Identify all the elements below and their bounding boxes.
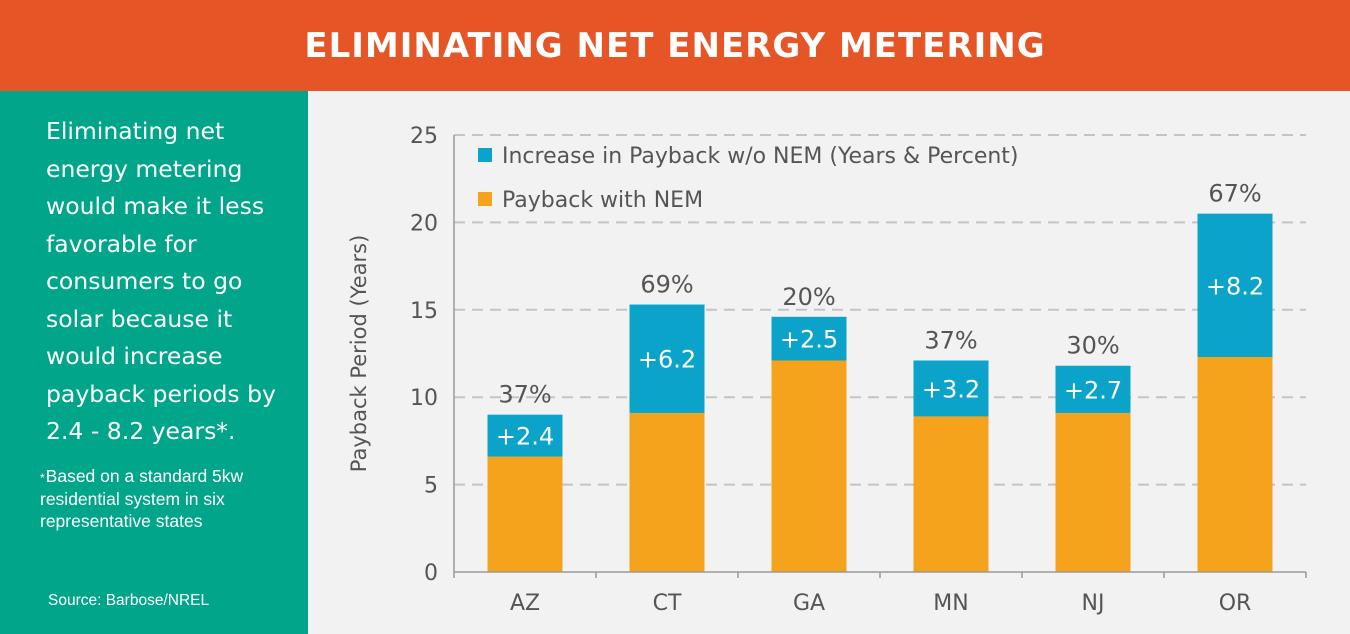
legend-swatch [478, 148, 492, 162]
footnote-mark: * [40, 471, 45, 485]
percent-data-label: 30% [1066, 332, 1119, 360]
sidebar-panel: Eliminating net energy metering would ma… [0, 91, 308, 634]
y-tick-label: 5 [424, 474, 438, 499]
summary-text: Eliminating net energy metering would ma… [46, 117, 276, 445]
x-tick-label: NJ [1082, 591, 1105, 616]
y-tick-label: 20 [410, 211, 438, 236]
x-tick-label: OR [1219, 591, 1252, 616]
bar-increase-without-nem [771, 316, 847, 361]
bar-increase-without-nem [913, 360, 989, 417]
page-title: ELIMINATING NET ENERGY METERING [304, 25, 1046, 66]
increase-data-label: +2.4 [496, 423, 554, 451]
y-tick-label: 10 [410, 386, 438, 411]
y-tick-label: 25 [410, 124, 438, 149]
bar-increase-without-nem [1197, 213, 1273, 357]
bar-increase-without-nem [629, 304, 705, 413]
x-tick-label: GA [793, 591, 825, 616]
percent-data-label: 37% [498, 381, 551, 409]
header-banner: ELIMINATING NET ENERGY METERING [0, 0, 1350, 91]
percent-data-label: 67% [1208, 180, 1261, 208]
x-tick-label: AZ [510, 591, 540, 616]
bar-payback-with-nem [771, 360, 847, 572]
payback-chart: 0 5 10 15 20 25 Payback Period (Years) +2.4 37% A… [347, 124, 1307, 616]
increase-data-label: +2.7 [1064, 376, 1122, 404]
bar-increase-without-nem [487, 414, 563, 457]
footnote: *Based on a standard 5kw residential sys… [40, 465, 290, 533]
bar-payback-with-nem [487, 456, 563, 572]
y-tick-label: 15 [410, 299, 438, 324]
bar-payback-with-nem [1055, 412, 1131, 572]
legend-label: Increase in Payback w/o NEM (Years & Per… [502, 144, 1019, 169]
footnote-text: Based on a standard 5kw residential syst… [40, 466, 244, 531]
x-tick-label: MN [933, 591, 968, 616]
legend-label: Payback with NEM [502, 188, 703, 213]
source-text: Source: Barbose/NREL [48, 592, 210, 609]
y-tick-label: 0 [424, 561, 438, 586]
bar-payback-with-nem [629, 412, 705, 572]
chart-area: 0 5 10 15 20 25 Payback Period (Years) +2.4 37% A… [308, 91, 1350, 634]
increase-data-label: +8.2 [1206, 272, 1264, 300]
legend-swatch [478, 192, 492, 206]
bar-increase-without-nem [1055, 365, 1131, 413]
increase-data-label: +3.2 [922, 375, 980, 403]
percent-data-label: 37% [924, 326, 977, 354]
y-axis-title: Payback Period (Years) [347, 235, 371, 473]
bar-payback-with-nem [913, 416, 989, 572]
increase-data-label: +2.5 [780, 326, 838, 354]
percent-data-label: 20% [782, 283, 835, 311]
x-tick-label: CT [653, 591, 682, 616]
bar-payback-with-nem [1197, 356, 1273, 572]
percent-data-label: 69% [640, 271, 693, 299]
increase-data-label: +6.2 [638, 346, 696, 374]
